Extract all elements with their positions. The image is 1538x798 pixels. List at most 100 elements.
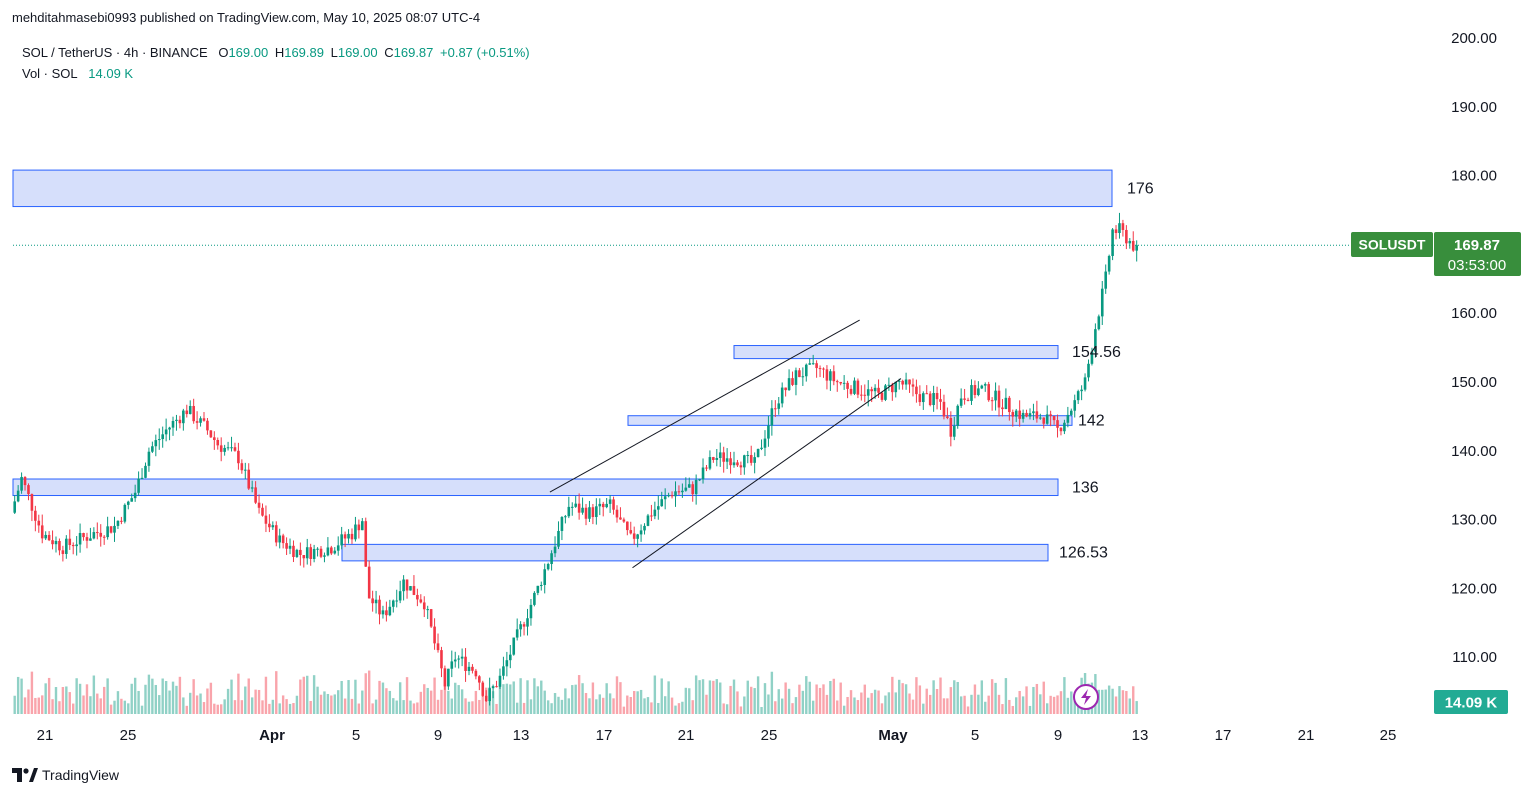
volume-bar (127, 703, 130, 714)
volume-bar (144, 684, 147, 714)
volume-badge-text: 14.09 K (1445, 695, 1498, 712)
volume-bar (870, 693, 873, 714)
candle-body (498, 675, 502, 687)
candle-body (412, 586, 416, 595)
x-tick-label: 9 (434, 727, 442, 744)
volume-bar (1049, 695, 1052, 714)
candle-body (832, 371, 836, 382)
volume-bar (326, 693, 330, 714)
candle-body (281, 535, 285, 544)
candle-body (216, 439, 220, 446)
candle-body (288, 545, 292, 549)
candle-body (956, 405, 960, 426)
candle-body (701, 467, 705, 480)
x-tick-label: 9 (1054, 727, 1062, 744)
candle-body (185, 410, 189, 415)
volume-bar (722, 703, 725, 714)
candle-body (856, 380, 860, 395)
volume-bar (102, 686, 106, 714)
candle-body (402, 579, 405, 592)
volume-bar (316, 686, 319, 714)
symbol-badge[interactable] (1351, 232, 1433, 257)
volume-bar (633, 691, 636, 714)
candle-body (1018, 410, 1021, 419)
volume-bar (230, 679, 233, 714)
candle-body (835, 381, 839, 383)
symbol-badge-text: SOLUSDT (1359, 237, 1426, 253)
volume-badge[interactable] (1434, 690, 1508, 714)
volume-bar (423, 684, 426, 714)
candle-body (195, 421, 199, 423)
volume-bar (1121, 690, 1125, 714)
volume-bar (381, 682, 385, 714)
volume-bar (557, 696, 560, 714)
volume-bar (402, 700, 405, 714)
volume-bar (457, 685, 460, 714)
volume-bar (502, 684, 505, 714)
price-badges: SOLUSDT 169.87 03:53:00 14.09 K (1351, 232, 1521, 714)
candle-body (1056, 420, 1059, 428)
candle-body (250, 487, 254, 489)
candle-body (130, 498, 134, 502)
volume-bar (691, 700, 694, 714)
volume-bar (16, 676, 20, 714)
y-tick-label: 120.00 (1451, 580, 1497, 597)
candle-body (1118, 223, 1121, 234)
candle-body (564, 516, 567, 518)
legend-symbol[interactable]: SOL / TetherUS · 4h · BINANCE (22, 45, 208, 60)
legend-change: +0.87 (+0.51%) (440, 45, 530, 60)
last-price-badge[interactable] (1434, 232, 1521, 276)
volume-bar (739, 706, 743, 714)
volume-bar (357, 703, 361, 714)
volume-bar (474, 690, 478, 714)
channel-line-lower[interactable] (632, 378, 902, 569)
volume-bar (681, 701, 684, 714)
candle-body (1014, 410, 1018, 417)
candle-body (247, 469, 251, 489)
tradingview-brand[interactable]: TradingView (12, 767, 119, 783)
volume-bar (405, 677, 409, 714)
zone-176[interactable] (12, 169, 1113, 208)
zone-154.56[interactable] (733, 345, 1059, 360)
volume-bar (684, 687, 688, 714)
zone-126.53[interactable] (341, 543, 1049, 562)
volume-bar (949, 687, 953, 714)
volume-bar (109, 704, 113, 714)
candle-body (1004, 397, 1008, 410)
volume-bar (41, 695, 44, 714)
zone-136[interactable] (12, 478, 1059, 497)
flash-icon[interactable] (1073, 684, 1099, 710)
candle-body (877, 387, 880, 393)
zone-142[interactable] (627, 415, 1073, 426)
candle-body (667, 495, 670, 497)
candle-body (502, 666, 505, 676)
x-tick-label: 21 (678, 727, 695, 744)
candle-body (178, 419, 182, 424)
volume-bar (918, 685, 922, 714)
candle-body (1121, 223, 1125, 230)
candle-body (770, 408, 774, 426)
candle-body (343, 534, 347, 539)
candle-body (409, 586, 412, 591)
candle-body (385, 610, 388, 616)
candle-body (650, 515, 653, 517)
legend-close-value: 169.87 (393, 45, 434, 60)
volume-bar (247, 678, 250, 714)
zone-labels: 176 154.56 142 136 126.53 (1059, 180, 1154, 561)
volume-bar (419, 691, 423, 714)
candle-body (1063, 422, 1066, 432)
candle-body (447, 668, 450, 687)
candle-body (405, 579, 409, 591)
volume-bar (1118, 686, 1121, 714)
candle-body (27, 485, 30, 495)
volume-bar (337, 690, 340, 714)
channel-line-upper[interactable] (549, 319, 860, 493)
candle-body (1025, 412, 1028, 417)
candle-body (1104, 271, 1108, 289)
candle-body (106, 526, 109, 538)
volume-bar (622, 706, 626, 714)
candle-body (853, 380, 856, 394)
legend-volume-label[interactable]: Vol · SOL (22, 66, 78, 81)
candle-body (1097, 316, 1101, 330)
